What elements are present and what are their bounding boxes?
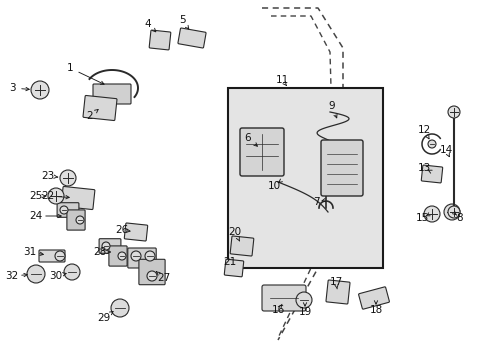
Circle shape — [60, 170, 76, 186]
Text: 5: 5 — [178, 15, 185, 25]
Text: 17: 17 — [329, 277, 342, 287]
FancyBboxPatch shape — [325, 280, 349, 304]
Circle shape — [427, 140, 435, 148]
Circle shape — [295, 292, 311, 308]
Text: 30: 30 — [49, 271, 62, 281]
FancyBboxPatch shape — [230, 236, 253, 256]
FancyBboxPatch shape — [421, 165, 442, 183]
Text: 2: 2 — [86, 111, 93, 121]
Text: 28: 28 — [93, 247, 106, 257]
FancyBboxPatch shape — [358, 287, 388, 309]
Circle shape — [64, 264, 80, 280]
FancyBboxPatch shape — [93, 84, 131, 104]
Text: 24: 24 — [29, 211, 42, 221]
Text: 19: 19 — [298, 307, 311, 317]
FancyBboxPatch shape — [83, 95, 117, 121]
Circle shape — [76, 216, 84, 224]
Text: 32: 32 — [5, 271, 19, 281]
Text: 1: 1 — [66, 63, 73, 73]
FancyBboxPatch shape — [99, 239, 121, 253]
Text: 16: 16 — [271, 305, 284, 315]
FancyBboxPatch shape — [109, 246, 127, 266]
FancyBboxPatch shape — [61, 186, 95, 210]
Text: 6: 6 — [244, 133, 251, 143]
Text: 8: 8 — [456, 213, 462, 223]
Text: 18: 18 — [368, 305, 382, 315]
Text: 23: 23 — [41, 171, 55, 181]
Text: 11: 11 — [275, 75, 288, 85]
Circle shape — [423, 206, 439, 222]
Circle shape — [443, 204, 459, 220]
Circle shape — [31, 81, 49, 99]
FancyBboxPatch shape — [67, 210, 85, 230]
Text: 26: 26 — [115, 225, 128, 235]
Text: 12: 12 — [417, 125, 430, 135]
FancyBboxPatch shape — [139, 259, 165, 285]
Circle shape — [447, 106, 459, 118]
Text: 7: 7 — [312, 197, 319, 207]
FancyBboxPatch shape — [262, 285, 305, 311]
Bar — [227, 88, 382, 268]
Text: 21: 21 — [223, 257, 236, 267]
Circle shape — [60, 206, 68, 214]
Text: 27: 27 — [157, 273, 170, 283]
Text: 4: 4 — [144, 19, 151, 29]
Circle shape — [447, 206, 459, 218]
Text: 13: 13 — [417, 163, 430, 173]
Text: 31: 31 — [23, 247, 37, 257]
Circle shape — [147, 271, 157, 281]
Circle shape — [102, 242, 110, 250]
Circle shape — [111, 299, 129, 317]
FancyBboxPatch shape — [149, 30, 170, 50]
Circle shape — [27, 265, 45, 283]
Text: 10: 10 — [267, 181, 280, 191]
FancyBboxPatch shape — [127, 248, 156, 268]
FancyBboxPatch shape — [124, 223, 147, 241]
Text: 29: 29 — [97, 313, 110, 323]
FancyBboxPatch shape — [178, 28, 205, 48]
Circle shape — [145, 251, 155, 261]
Text: 3: 3 — [9, 83, 15, 93]
FancyBboxPatch shape — [57, 203, 79, 217]
Circle shape — [131, 251, 141, 261]
Circle shape — [118, 252, 126, 260]
FancyBboxPatch shape — [224, 259, 243, 277]
FancyBboxPatch shape — [320, 140, 362, 196]
Circle shape — [55, 251, 65, 261]
Text: 25: 25 — [29, 191, 42, 201]
Text: 22: 22 — [41, 191, 55, 201]
Text: 9: 9 — [328, 101, 335, 111]
FancyBboxPatch shape — [39, 250, 65, 262]
Circle shape — [48, 188, 64, 204]
FancyBboxPatch shape — [240, 128, 284, 176]
Text: 15: 15 — [414, 213, 428, 223]
Text: 20: 20 — [228, 227, 241, 237]
Text: 14: 14 — [439, 145, 452, 155]
